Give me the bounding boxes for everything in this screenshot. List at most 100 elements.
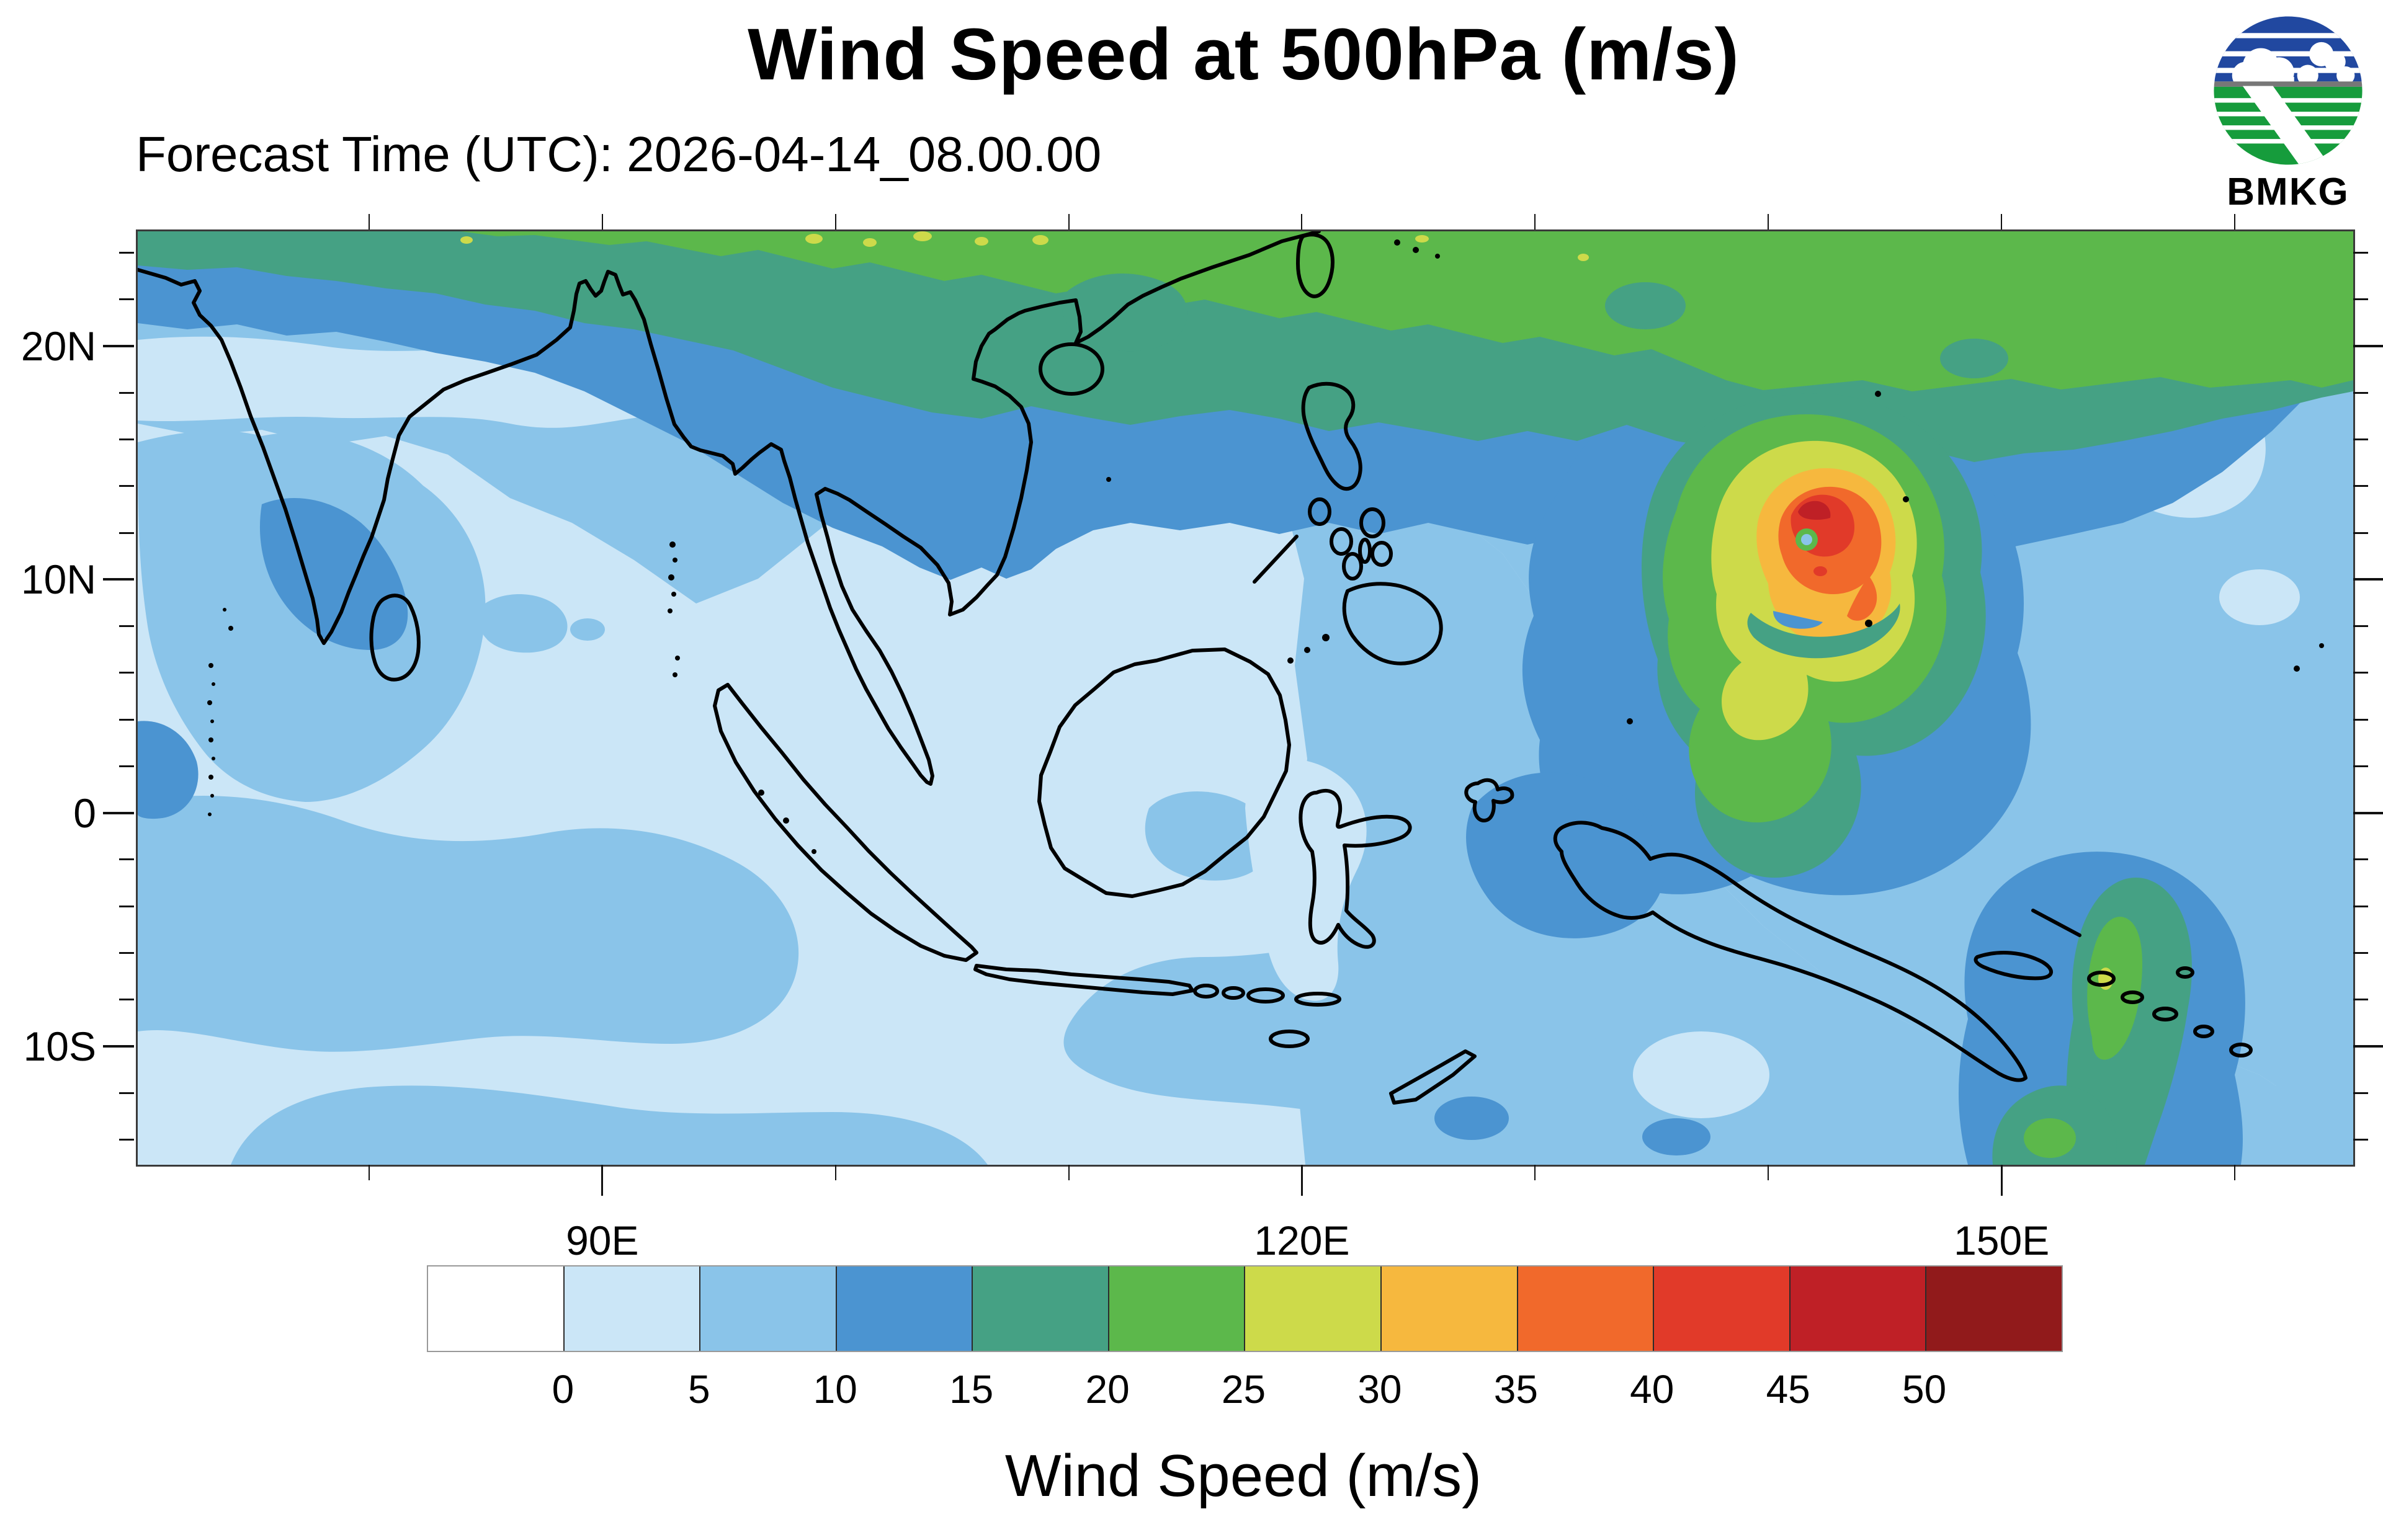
lon-tick-minor — [1534, 1165, 1536, 1180]
colorbar-tick-label: 25 — [1221, 1367, 1266, 1412]
lat-tick-minor — [119, 765, 134, 767]
lat-axis-label: 10S — [23, 1023, 96, 1069]
lat-tick-minor — [119, 298, 134, 301]
colorbar-tick-label: 45 — [1766, 1367, 1810, 1412]
cyclone-eye — [1801, 534, 1812, 545]
lon-tick-minor — [2234, 1165, 2236, 1180]
lat-tick-minor — [2353, 951, 2368, 954]
lat-tick-minor — [119, 391, 134, 394]
lat-tick-minor — [2353, 1138, 2368, 1141]
lon-axis-label: 120E — [1254, 1217, 1350, 1263]
colorbar-segment — [699, 1266, 836, 1351]
lon-tick-top — [1534, 214, 1536, 229]
lat-tick-major — [103, 811, 134, 814]
map-plot-area — [136, 229, 2355, 1167]
lon-tick-major — [1300, 1165, 1303, 1196]
lon-tick-top — [1768, 214, 1769, 229]
colorbar-tick-label: 50 — [1902, 1367, 1947, 1412]
lat-tick-major — [103, 1044, 134, 1048]
lat-tick-minor — [119, 672, 134, 674]
lon-tick-minor — [368, 1165, 370, 1180]
lon-tick-top — [2001, 214, 2003, 229]
colorbar-segment — [1107, 1266, 1245, 1351]
lat-tick-minor — [2353, 672, 2368, 674]
lat-tick-major — [103, 345, 134, 348]
lat-tick-minor — [119, 858, 134, 861]
lat-tick-major — [2353, 578, 2383, 581]
lon-tick-top — [834, 214, 836, 229]
lat-tick-minor — [119, 438, 134, 441]
lat-tick-minor — [119, 485, 134, 487]
lat-tick-minor — [2353, 999, 2368, 1001]
wind-speed-field — [138, 231, 2353, 1165]
colorbar-segment — [1380, 1266, 1517, 1351]
lon-axis-label: 150E — [1954, 1217, 2050, 1263]
lat-tick-major — [2353, 811, 2383, 814]
lon-tick-top — [2234, 214, 2236, 229]
lat-axis-label: 0 — [73, 790, 96, 836]
lat-tick-minor — [119, 532, 134, 534]
colorbar-tick-label: 0 — [552, 1367, 575, 1412]
lat-tick-minor — [2353, 718, 2368, 721]
colorbar-tick-label: 10 — [813, 1367, 857, 1412]
colorbar — [427, 1265, 2063, 1352]
lat-tick-minor — [2353, 252, 2368, 254]
colorbar-tick-label: 15 — [949, 1367, 994, 1412]
lat-tick-minor — [119, 252, 134, 254]
lat-tick-minor — [2353, 532, 2368, 534]
colorbar-segment — [1789, 1266, 1926, 1351]
lon-tick-minor — [1768, 1165, 1769, 1180]
lon-tick-major — [601, 1165, 604, 1196]
lat-tick-minor — [119, 718, 134, 721]
lat-tick-minor — [119, 1092, 134, 1094]
lat-tick-minor — [2353, 858, 2368, 861]
lat-tick-minor — [2353, 298, 2368, 301]
lat-tick-minor — [2353, 625, 2368, 628]
lon-tick-top — [1068, 214, 1070, 229]
colorbar-tick-label: 40 — [1630, 1367, 1674, 1412]
lat-axis-label: 10N — [20, 556, 96, 603]
page-title: Wind Speed at 500hPa (m/s) — [748, 14, 1740, 96]
forecast-time-label: Forecast Time (UTC): 2026-04-14_08.00.00 — [136, 127, 1102, 182]
colorbar-segment — [563, 1266, 700, 1351]
colorbar-segment — [972, 1266, 1108, 1351]
lat-axis-label: 20N — [20, 323, 96, 370]
colorbar-tick-label: 20 — [1085, 1367, 1130, 1412]
lon-tick-top — [601, 214, 603, 229]
coastlines — [138, 231, 2324, 1105]
lon-tick-top — [368, 214, 370, 229]
lat-tick-minor — [2353, 905, 2368, 907]
lat-tick-major — [103, 578, 134, 581]
lat-tick-minor — [119, 905, 134, 907]
bmkg-logo-icon — [2212, 15, 2364, 166]
colorbar-segment — [1516, 1266, 1653, 1351]
colorbar-segment — [1244, 1266, 1381, 1351]
lat-tick-minor — [2353, 391, 2368, 394]
colorbar-tick-label: 35 — [1493, 1367, 1538, 1412]
lat-tick-minor — [2353, 1092, 2368, 1094]
colorbar-segment — [1653, 1266, 1789, 1351]
lon-axis-label: 90E — [566, 1217, 639, 1263]
lat-tick-minor — [2353, 438, 2368, 441]
tropical-cyclone — [1711, 440, 1917, 741]
colorbar-tick-label: 5 — [688, 1367, 710, 1412]
colorbar-title: Wind Speed (m/s) — [1004, 1443, 1482, 1509]
lon-tick-top — [1301, 214, 1303, 229]
colorbar-segment — [428, 1266, 563, 1351]
lat-tick-minor — [119, 999, 134, 1001]
lat-tick-major — [2353, 345, 2383, 348]
colorbar-tick-label: 30 — [1357, 1367, 1402, 1412]
lat-tick-minor — [2353, 485, 2368, 487]
lat-tick-minor — [119, 1138, 134, 1141]
lon-tick-minor — [1068, 1165, 1070, 1180]
lat-tick-minor — [119, 951, 134, 954]
lat-tick-minor — [2353, 765, 2368, 767]
bmkg-logo-text: BMKG — [2227, 171, 2349, 213]
colorbar-segment — [1925, 1266, 2062, 1351]
lat-tick-major — [2353, 1044, 2383, 1048]
lon-tick-minor — [834, 1165, 836, 1180]
colorbar-segment — [835, 1266, 972, 1351]
lon-tick-major — [2000, 1165, 2003, 1196]
lat-tick-minor — [119, 625, 134, 628]
